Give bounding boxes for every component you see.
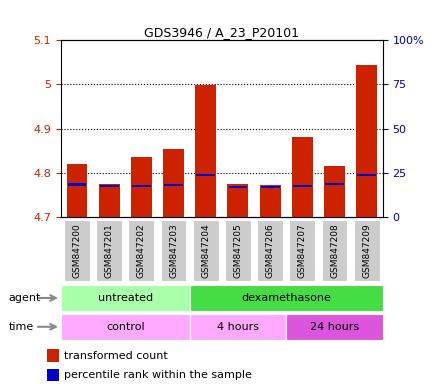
Bar [292,185,311,187]
Bar [356,174,375,176]
Bar [132,185,151,187]
Text: GSM847206: GSM847206 [265,223,274,278]
Bar [66,164,87,217]
Text: GSM847202: GSM847202 [137,223,145,278]
Bar [67,184,86,186]
Bar [355,65,376,217]
Bar [99,185,118,187]
FancyBboxPatch shape [160,220,186,281]
Text: agent: agent [9,293,41,303]
Text: GSM847208: GSM847208 [329,223,338,278]
Text: GSM847207: GSM847207 [297,223,306,278]
FancyBboxPatch shape [64,220,90,281]
Text: 24 hours: 24 hours [309,322,358,332]
Text: GSM847200: GSM847200 [72,223,81,278]
Title: GDS3946 / A_23_P20101: GDS3946 / A_23_P20101 [144,26,299,39]
Bar [61,285,189,311]
Bar [164,184,183,187]
Text: GSM847205: GSM847205 [233,223,242,278]
Text: untreated: untreated [98,293,152,303]
Bar [189,314,286,340]
FancyBboxPatch shape [224,220,250,281]
FancyBboxPatch shape [353,220,379,281]
Bar [195,85,216,217]
Text: GSM847209: GSM847209 [362,223,370,278]
Bar [47,369,59,381]
Text: GSM847204: GSM847204 [201,223,210,278]
Bar [259,185,280,217]
FancyBboxPatch shape [256,220,283,281]
Text: transformed count: transformed count [64,351,167,361]
Bar [228,185,247,188]
Text: dexamethasone: dexamethasone [241,293,330,303]
Bar [196,174,215,176]
Bar [47,349,59,362]
Bar [324,182,343,185]
FancyBboxPatch shape [289,220,315,281]
Bar [227,184,248,217]
Text: control: control [106,322,144,332]
Text: 4 hours: 4 hours [217,322,258,332]
Bar [323,166,344,217]
Bar [260,185,279,188]
Bar [61,314,189,340]
Bar [189,285,382,311]
FancyBboxPatch shape [192,220,218,281]
FancyBboxPatch shape [96,220,122,281]
FancyBboxPatch shape [128,220,154,281]
Bar [99,184,119,217]
Bar [163,149,184,217]
Bar [131,157,151,217]
Bar [291,137,312,217]
Bar [286,314,382,340]
Text: GSM847201: GSM847201 [105,223,113,278]
FancyBboxPatch shape [321,220,347,281]
Text: time: time [9,322,34,332]
Text: percentile rank within the sample: percentile rank within the sample [64,370,251,380]
Text: GSM847203: GSM847203 [169,223,178,278]
